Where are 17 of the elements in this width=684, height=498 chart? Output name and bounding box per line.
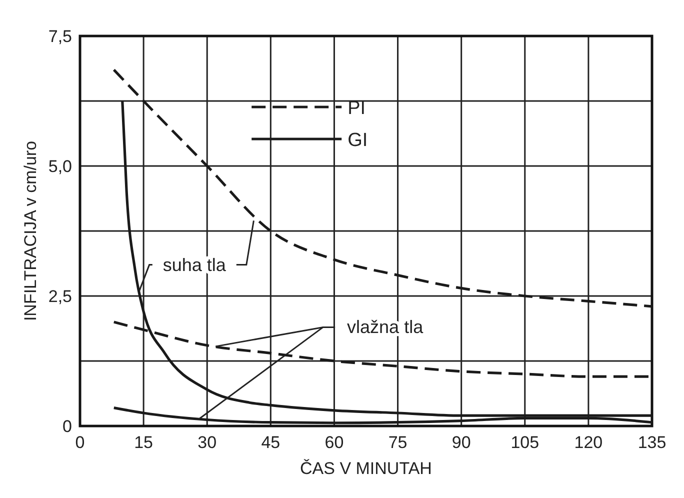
- y-tick-label: 7,5: [48, 27, 72, 46]
- x-tick-label: 135: [638, 433, 666, 452]
- x-axis-title: ČAS V MINUTAH: [300, 459, 432, 478]
- x-tick-label: 60: [324, 433, 344, 452]
- y-axis-title: INFILTRACIJA v cm/uro: [21, 140, 40, 322]
- legend-label: GI: [348, 130, 368, 151]
- y-tick-label: 2,5: [48, 287, 72, 306]
- x-tick-label: 15: [134, 433, 154, 452]
- x-tick-label: 30: [198, 433, 217, 452]
- x-tick-label: 75: [388, 433, 408, 452]
- x-tick-label: 90: [452, 433, 471, 452]
- y-tick-label: 0: [62, 417, 72, 436]
- x-tick-label: 45: [261, 433, 280, 452]
- x-tick-label: 105: [510, 433, 540, 452]
- x-tick-label: 120: [574, 433, 603, 452]
- x-tick-label: 0: [75, 433, 85, 452]
- y-tick-label: 5,0: [48, 157, 72, 176]
